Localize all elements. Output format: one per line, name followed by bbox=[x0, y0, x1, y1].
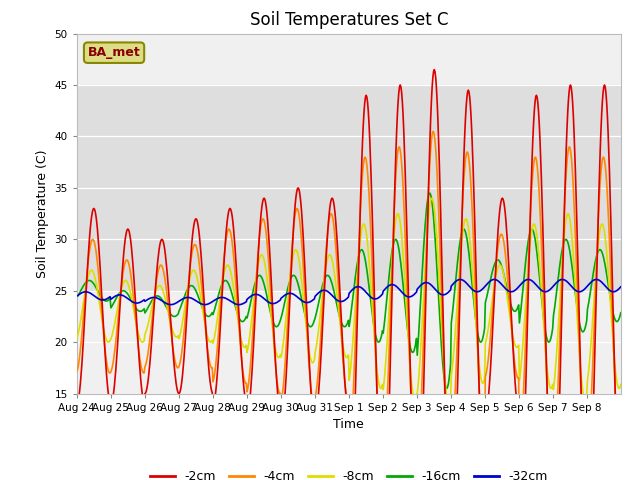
Legend: -2cm, -4cm, -8cm, -16cm, -32cm: -2cm, -4cm, -8cm, -16cm, -32cm bbox=[145, 465, 553, 480]
X-axis label: Time: Time bbox=[333, 418, 364, 431]
Text: BA_met: BA_met bbox=[88, 46, 140, 59]
Y-axis label: Soil Temperature (C): Soil Temperature (C) bbox=[36, 149, 49, 278]
Title: Soil Temperatures Set C: Soil Temperatures Set C bbox=[250, 11, 448, 29]
Bar bbox=[77, 85, 621, 291]
